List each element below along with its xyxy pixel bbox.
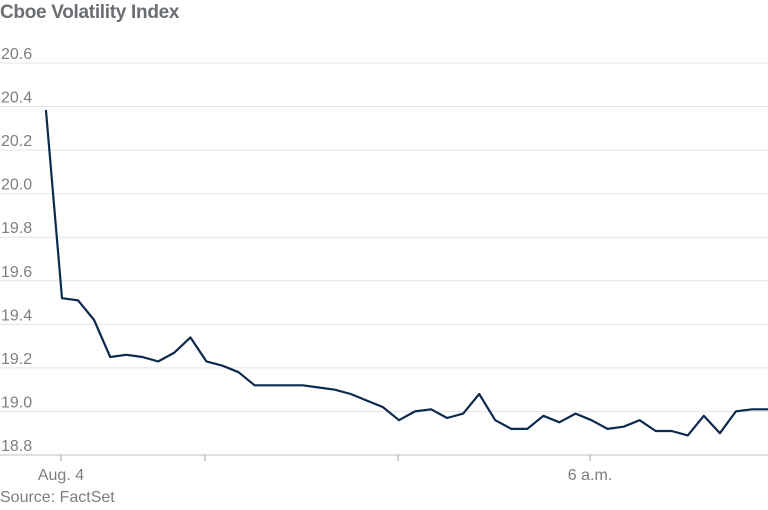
y-tick-label: 19.8 — [1, 220, 32, 237]
y-tick-label: 19.6 — [1, 264, 32, 281]
y-tick-label: 19.0 — [1, 394, 32, 411]
x-axis: Aug. 4 6 a.m. — [0, 454, 768, 484]
y-tick-label: 18.8 — [1, 438, 32, 455]
x-tick-label: Aug. 4 — [38, 467, 84, 484]
series-line — [44, 109, 768, 437]
series-group — [44, 109, 768, 437]
y-tick-label: 19.2 — [1, 351, 32, 368]
chart-title: Cboe Volatility Index — [0, 2, 180, 23]
x-tick-label: 6 a.m. — [568, 467, 612, 484]
y-tick-label: 20.6 — [1, 46, 32, 63]
gridlines — [0, 62, 768, 412]
y-axis-tick-labels: 20.6 20.4 20.2 20.0 19.8 19.6 19.4 19.2 19.0 18.8 — [1, 46, 32, 455]
source-note: Source: FactSet — [0, 489, 115, 506]
y-tick-label: 20.4 — [1, 90, 32, 107]
y-tick-label: 20.2 — [1, 133, 32, 150]
y-tick-label: 20.0 — [1, 177, 32, 194]
y-tick-label: 19.4 — [1, 307, 32, 324]
